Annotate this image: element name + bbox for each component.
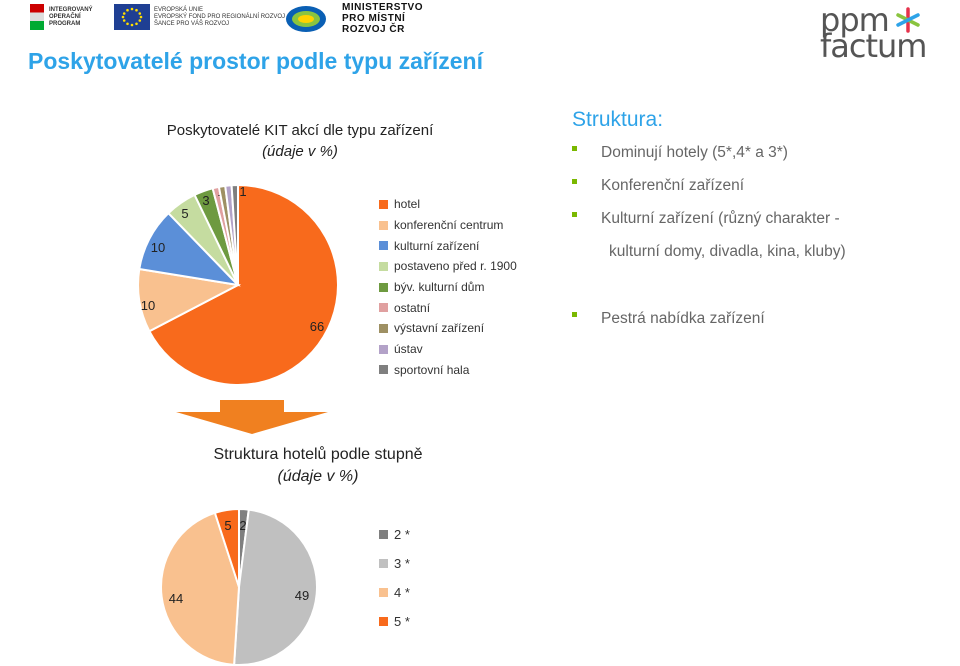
mmr-logo-line: MINISTERSTVO: [342, 2, 424, 13]
legend-label: ostatní: [394, 300, 431, 315]
chart2-subtitle: (údaje v %): [277, 468, 359, 485]
legend-swatch: [379, 261, 388, 271]
legend-label: konferenční centrum: [394, 218, 504, 233]
iop-logo-mark: [30, 4, 44, 30]
mmr-logo-line: PRO MÍSTNÍ: [342, 13, 406, 24]
chart1-legend: hotel konferenční centrum kulturní zařízen…: [379, 194, 517, 380]
pie-data-label: 66: [310, 319, 324, 334]
mmr-logo: MINISTERSTVO PRO MÍSTNÍ ROZVOJ ČR: [284, 2, 423, 35]
legend-entry: kulturní zařízení: [379, 235, 517, 256]
legend-label: 5 *: [394, 614, 410, 629]
legend-entry: 3 *: [379, 549, 410, 578]
pie-data-label: 5: [224, 518, 231, 533]
legend-swatch: [379, 220, 388, 230]
legend-entry: ústav: [379, 339, 517, 360]
pie-slice-3: [160, 511, 241, 666]
legend-swatch: [379, 344, 388, 354]
legend-entry: 4 *: [379, 578, 410, 607]
mmr-logo-line: ROZVOJ ČR: [342, 24, 405, 35]
legend-swatch: [379, 199, 388, 209]
pie-data-label: 5: [181, 206, 188, 221]
legend-entry: 5 *: [379, 607, 410, 636]
pie-slice-9: [230, 183, 239, 286]
bullet-text: Kulturní zařízení (různý charakter -: [601, 210, 840, 227]
bullet-square-icon: [572, 146, 577, 152]
legend-swatch: [379, 303, 388, 313]
ppm-factum-logo: ppm factum: [820, 1, 944, 65]
down-arrow-icon: [176, 400, 328, 434]
chart1-title: Poskytovatelé KIT akcí dle typu zařízení: [166, 122, 434, 139]
structure-title: Struktura:: [572, 108, 664, 131]
structure-bullets: Dominují hotely (5*,4* a 3*) Konferenční…: [572, 144, 952, 344]
bullet-continuation: kulturní domy, divadla, kina, kluby): [609, 243, 846, 260]
pie-data-label: 44: [169, 591, 183, 606]
pie-slice-2: [233, 508, 318, 666]
legend-label: kulturní zařízení: [394, 238, 480, 253]
legend-swatch: [379, 617, 388, 626]
legend-label: sportovní hala: [394, 362, 470, 377]
brand-line: factum: [820, 27, 927, 65]
pie-slice-4: [213, 507, 240, 588]
legend-swatch: [379, 559, 388, 568]
iop-logo-line: OPERAČNÍ: [49, 13, 81, 20]
bullet-item: Konferenční zařízení: [572, 177, 744, 195]
legend-label: 3 *: [394, 556, 410, 571]
chart2-legend: 2 * 3 * 4 * 5 *: [379, 520, 410, 636]
legend-swatch: [379, 588, 388, 597]
bullet-text: Konferenční zařízení: [601, 177, 745, 194]
bullet-item: Pestrá nabídka zařízení: [572, 310, 765, 328]
pie-chart-hotel-stars: 2 49 44 5: [160, 507, 318, 666]
mmr-logo-icon: [286, 5, 326, 32]
legend-entry: konferenční centrum: [379, 215, 517, 236]
iop-logo-line: PROGRAM: [49, 20, 81, 27]
pie-data-label: 3: [202, 193, 209, 208]
legend-label: ústav: [394, 342, 423, 357]
legend-entry: sportovní hala: [379, 360, 517, 381]
legend-label: výstavní zařízení: [394, 321, 485, 336]
eu-logo-line: ŠANCE PRO VÁŠ ROZVOJ: [154, 20, 230, 27]
eu-flag-icon: [114, 4, 150, 30]
bullet-item: Kulturní zařízení (různý charakter -: [572, 210, 840, 228]
chart2-title: Struktura hotelů podle stupně: [213, 446, 423, 463]
legend-entry: postaveno před r. 1900: [379, 256, 517, 277]
legend-label: postaveno před r. 1900: [394, 259, 517, 274]
legend-entry: ostatní: [379, 297, 517, 318]
bullet-square-icon: [572, 179, 577, 185]
page-title: Poskytovatelé prostor podle typu zařízen…: [28, 48, 483, 74]
bullet-item: Dominují hotely (5*,4* a 3*): [572, 144, 788, 162]
chart1-subtitle: (údaje v %): [262, 143, 338, 160]
brand-line: ppm: [820, 1, 890, 39]
bullet-text: Dominují hotely (5*,4* a 3*): [601, 144, 788, 161]
legend-label: býv. kulturní dům: [394, 280, 485, 295]
legend-label: hotel: [394, 197, 421, 212]
eu-logo: EVROPSKÁ UNIE EVROPSKÝ FOND PRO REGIONÁL…: [114, 4, 285, 30]
pie-data-label: 1: [239, 184, 246, 199]
bullet-square-icon: [572, 212, 577, 218]
legend-swatch: [379, 530, 388, 539]
legend-label: 4 *: [394, 585, 410, 600]
bullet-square-icon: [572, 312, 577, 318]
pie-slice-1: [147, 183, 339, 386]
legend-swatch: [379, 241, 388, 251]
iop-logo-line: INTEGROVANÝ: [49, 6, 93, 13]
legend-swatch: [379, 323, 388, 333]
pie-chart-facility-types: 661010531111: [137, 183, 339, 386]
legend-swatch: [379, 282, 388, 292]
pie-data-label: 10: [151, 240, 165, 255]
legend-entry: 2 *: [379, 520, 410, 549]
legend-entry: výstavní zařízení: [379, 318, 517, 339]
legend-swatch: [379, 365, 388, 375]
eu-logo-line: EVROPSKÁ UNIE: [154, 6, 204, 13]
legend-entry: býv. kulturní dům: [379, 277, 517, 298]
star-icon: [896, 7, 920, 33]
eu-logo-line: EVROPSKÝ FOND PRO REGIONÁLNÍ ROZVOJ: [154, 13, 286, 20]
bullet-text: Pestrá nabídka zařízení: [601, 310, 765, 327]
iop-logo: INTEGROVANÝ OPERAČNÍ PROGRAM: [30, 4, 93, 30]
legend-entry: hotel: [379, 194, 517, 215]
pie-data-label: 2: [239, 518, 246, 533]
pie-data-label: 49: [295, 588, 309, 603]
legend-label: 2 *: [394, 527, 410, 542]
pie-data-label: 10: [141, 298, 155, 313]
